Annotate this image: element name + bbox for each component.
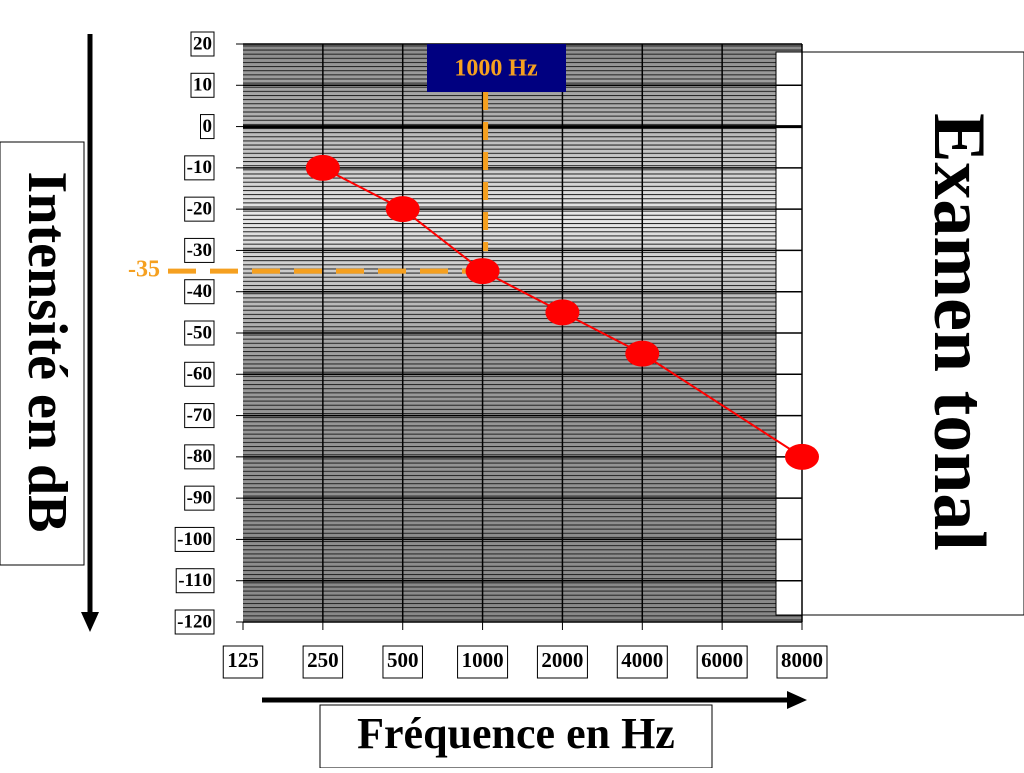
x-tick-box [457,645,509,679]
x-tick-box [776,645,828,679]
y-tick-label: -100 [177,529,212,550]
x-arrow-head [787,691,807,709]
highlight-box [427,44,566,92]
data-point [305,154,340,181]
y-tick-box [175,568,215,594]
y-arrow-head [81,612,99,632]
y-tick-box [190,72,215,98]
title-box [775,51,1024,616]
x-tick-label: 4000 [621,648,663,672]
x-label-box [319,704,713,769]
x-tick-label: 500 [387,648,419,672]
x-tick-box [382,645,423,679]
x-tick-box [222,645,264,679]
y-label-box [0,141,85,566]
y-tick-label: -80 [187,446,212,467]
data-layer: 20 10 0 -10 -20 -30 -40 -50 -60 -70 -80 -90 -100 -110… [128,31,828,679]
y-tick-box [184,237,215,263]
x-tick-label: 1000 [462,648,504,672]
data-point [465,258,500,285]
data-point [625,340,660,367]
chart-title: Examen tonal [918,113,1000,551]
y-tick-box [184,279,215,305]
y-tick-box [184,403,215,429]
data-point [785,443,819,470]
y-tick-label: -10 [187,157,212,178]
x-tick-box [536,645,588,679]
y-tick-box [184,320,215,346]
y-tick-label: -50 [187,322,212,343]
y-tick-label: -20 [187,199,212,220]
y-tick-box [190,31,215,57]
y-tick-label: 0 [203,116,213,137]
y-tick-label: -70 [187,405,212,426]
y-tick-box [174,526,215,552]
x-tick-label: 6000 [701,648,743,672]
y-tick-box [174,609,215,635]
y-tick-box [184,196,215,222]
y-tick-box [184,444,215,470]
x-tick-label: 125 [227,648,259,672]
y-tick-label: -90 [187,488,212,509]
x-tick-label: 2000 [541,648,583,672]
highlight-x-label: 1000 Hz [454,56,538,82]
y-tick-label: -30 [187,240,212,261]
data-point [545,299,580,326]
y-tick-box [184,485,215,511]
y-axis-label: Intensité en dB [16,172,78,533]
x-tick-label: 8000 [781,648,823,672]
y-tick-box [184,155,215,181]
y-tick-label: -40 [187,281,212,302]
x-tick-label: 250 [307,648,339,672]
y-tick-label: 20 [193,33,212,54]
y-tick-label: -110 [178,570,212,591]
data-point [385,196,420,223]
highlight-y-label: -35 [128,257,160,283]
x-tick-box [616,645,668,679]
y-tick-label: 10 [193,75,212,96]
y-tick-label: -120 [177,611,212,632]
x-axis-label: Fréquence en Hz [357,709,675,758]
y-tick-box [184,361,215,387]
y-tick-box [200,114,215,140]
y-tick-label: -60 [187,364,212,385]
x-tick-box [696,645,748,679]
x-tick-box [302,645,344,679]
